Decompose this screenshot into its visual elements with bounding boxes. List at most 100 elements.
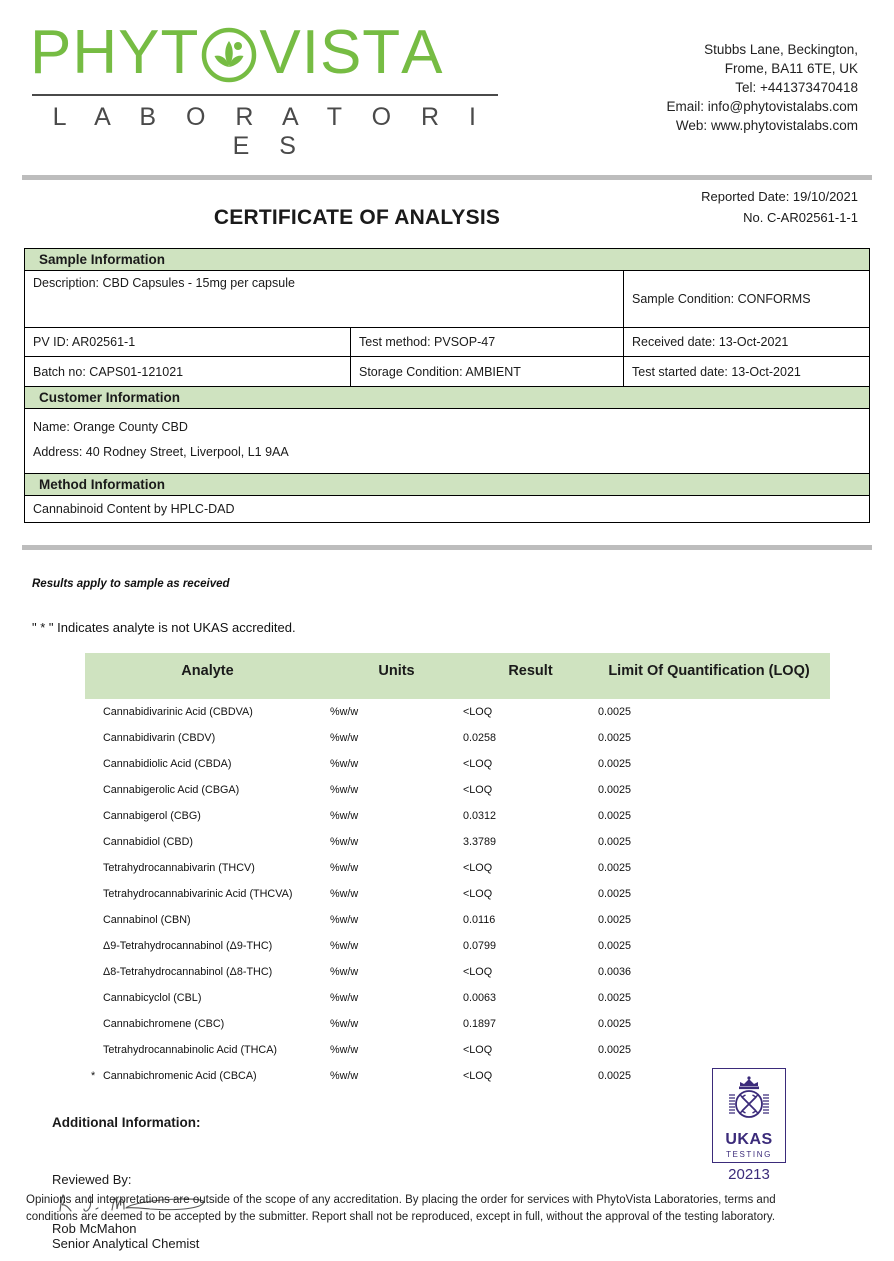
sample-information-heading: Sample Information xyxy=(25,249,869,271)
cell-analyte: Cannabichromene (CBC) xyxy=(85,1018,330,1030)
cell-result: 0.0116 xyxy=(463,914,496,926)
table-row: Δ9-Tetrahydrocannabinol (Δ9-THC) %w/w 0.07… xyxy=(85,933,830,959)
column-header-loq: Limit Of Quantification (LOQ) xyxy=(608,663,810,679)
table-row: Cannabidivarinic Acid (CBDVA) %w/w <LOQ 0.0… xyxy=(85,699,830,725)
footer-disclaimer: Opinions and interpretations are outside… xyxy=(26,1194,776,1223)
analyte-name: Tetrahydrocannabivarinic Acid (THCVA) xyxy=(103,888,293,900)
contact-line-email: Email: info@phytovistalabs.com xyxy=(666,99,858,114)
customer-name: Name: Orange County CBD xyxy=(33,420,188,434)
cell-units: %w/w xyxy=(330,810,359,822)
cell-units: %w/w xyxy=(330,836,359,848)
cell-units: %w/w xyxy=(330,1044,359,1056)
column-header-result: Result xyxy=(508,663,553,679)
cell-result: <LOQ xyxy=(463,1044,493,1056)
information-tables: Sample Information Description: CBD Caps… xyxy=(24,248,870,523)
cell-units: %w/w xyxy=(330,732,359,744)
cell-analyte: Δ9-Tetrahydrocannabinol (Δ9-THC) xyxy=(85,940,330,952)
ukas-testing-label: TESTING xyxy=(726,1150,772,1159)
cell-units: %w/w xyxy=(330,784,359,796)
pv-id: PV ID: AR02561-1 xyxy=(25,328,351,356)
cell-units: %w/w xyxy=(330,706,359,718)
document-meta: Reported Date: 19/10/2021 No. C-AR02561-… xyxy=(701,186,858,228)
cell-result: <LOQ xyxy=(463,1070,493,1082)
not-accredited-marker: * xyxy=(91,1070,96,1082)
page-title: CERTIFICATE OF ANALYSIS xyxy=(213,206,501,229)
header-divider xyxy=(22,175,872,180)
cell-analyte: Cannabigerol (CBG) xyxy=(85,810,330,822)
brand-name-part1: PHYT xyxy=(30,18,200,87)
cell-units: %w/w xyxy=(330,914,359,926)
title-section: CERTIFICATE OF ANALYSIS Reported Date: 1… xyxy=(22,186,872,242)
cell-result: <LOQ xyxy=(463,862,493,874)
test-started-date: Test started date: 13-Oct-2021 xyxy=(632,364,801,379)
table-row: Tetrahydrocannabinolic Acid (THCA) %w/w <L… xyxy=(85,1037,830,1063)
cell-result: <LOQ xyxy=(463,706,493,718)
brand-name-part2: VIST xyxy=(259,18,402,87)
analyte-name: Tetrahydrocannabivarin (THCV) xyxy=(103,862,255,874)
cell-loq: 0.0025 xyxy=(598,914,632,926)
table-row: Cannabigerol (CBG) %w/w 0.0312 0.0025 xyxy=(85,803,830,829)
cell-units: %w/w xyxy=(330,1070,359,1082)
cell-analyte: Cannabicyclol (CBL) xyxy=(85,992,330,1004)
cell-loq: 0.0025 xyxy=(598,1018,632,1030)
reported-date: Reported Date: 19/10/2021 xyxy=(701,189,858,204)
contact-line-web: Web: www.phytovistalabs.com xyxy=(675,118,858,133)
logo-divider xyxy=(32,94,498,96)
cell-loq: 0.0025 xyxy=(598,784,632,796)
table-row: Cannabichromene (CBC) %w/w 0.1897 0.0025 xyxy=(85,1011,830,1037)
ukas-label: UKAS xyxy=(725,1131,773,1148)
additional-information-label: Additional Information: xyxy=(52,1115,201,1130)
table-row: Cannabidivarin (CBDV) %w/w 0.0258 0.0025 xyxy=(85,725,830,751)
cell-analyte: Tetrahydrocannabinolic Acid (THCA) xyxy=(85,1044,330,1056)
brand-subtitle: L A B O R A T O R I E S xyxy=(52,103,488,160)
cell-analyte: Δ8-Tetrahydrocannabinol (Δ8-THC) xyxy=(85,966,330,978)
table-row: Δ8-Tetrahydrocannabinol (Δ8-THC) %w/w <LOQ… xyxy=(85,959,830,985)
sample-condition: Sample Condition: CONFORMS xyxy=(632,292,811,306)
ukas-crown-icon xyxy=(729,1076,769,1118)
cell-analyte: Cannabidivarinic Acid (CBDVA) xyxy=(85,706,330,718)
reviewer-name: Rob McMahon xyxy=(52,1221,137,1236)
cell-result: <LOQ xyxy=(463,784,493,796)
cell-loq: 0.0025 xyxy=(598,836,632,848)
contact-line-street: Stubbs Lane, Beckington, xyxy=(704,42,858,57)
analyte-name: Cannabichromenic Acid (CBCA) xyxy=(103,1070,257,1082)
cell-analyte: Cannabidiol (CBD) xyxy=(85,836,330,848)
cell-loq: 0.0025 xyxy=(598,1070,632,1082)
cell-loq: 0.0025 xyxy=(598,1044,632,1056)
cell-loq: 0.0025 xyxy=(598,862,632,874)
table-row: Tetrahydrocannabivarinic Acid (THCVA) %w/… xyxy=(85,881,830,907)
brand-name-part3: A xyxy=(401,18,444,87)
brand-wordmark: PHYT VIST A xyxy=(30,22,500,84)
cell-units: %w/w xyxy=(330,1018,359,1030)
cell-result: 0.1897 xyxy=(463,1018,497,1030)
leaf-circle-icon xyxy=(199,25,259,85)
sample-row-batch: Batch no: CAPS01-121021 Storage Conditio… xyxy=(25,357,869,386)
table-row: Cannabidiolic Acid (CBDA) %w/w <LOQ 0.0025 xyxy=(85,751,830,777)
cell-result: 0.0063 xyxy=(463,992,497,1004)
analyte-name: Δ9-Tetrahydrocannabinol (Δ9-THC) xyxy=(103,940,273,952)
table-row: Cannabinol (CBN) %w/w 0.0116 0.0025 xyxy=(85,907,830,933)
results-apply-note: Results apply to sample as received xyxy=(32,578,230,590)
analyte-name: Cannabinol (CBN) xyxy=(103,914,191,926)
page-header: PHYT VIST A L A B O R A T O R I E S Stub… xyxy=(0,0,894,161)
cell-analyte: Tetrahydrocannabivarin (THCV) xyxy=(85,862,330,874)
cell-units: %w/w xyxy=(330,758,359,770)
analyte-name: Tetrahydrocannabinolic Acid (THCA) xyxy=(103,1044,278,1056)
test-method: Test method: PVSOP-47 xyxy=(351,328,624,356)
cell-analyte: Cannabinol (CBN) xyxy=(85,914,330,926)
cell-units: %w/w xyxy=(330,940,359,952)
section-divider xyxy=(22,545,872,550)
batch-no: Batch no: CAPS01-121021 xyxy=(25,357,351,386)
method-information-heading: Method Information xyxy=(25,473,869,496)
cell-result: 0.0799 xyxy=(463,940,497,952)
cell-loq: 0.0025 xyxy=(598,940,632,952)
contact-line-city: Frome, BA11 6TE, UK xyxy=(724,61,858,76)
cell-analyte: Cannabigerolic Acid (CBGA) xyxy=(85,784,330,796)
analyte-name: Cannabigerol (CBG) xyxy=(103,810,201,822)
signature-block: Reviewed By: Rob McMahon Senior Analytic… xyxy=(52,1172,894,1251)
ukas-badge-frame: UKAS TESTING xyxy=(712,1068,786,1163)
table-row: * Cannabichromenic Acid (CBCA) %w/w <LOQ 0.0… xyxy=(85,1063,830,1089)
customer-address: Address: 40 Rodney Street, Liverpool, L1… xyxy=(33,445,289,459)
ukas-badge: UKAS TESTING 20213 xyxy=(712,1068,786,1183)
